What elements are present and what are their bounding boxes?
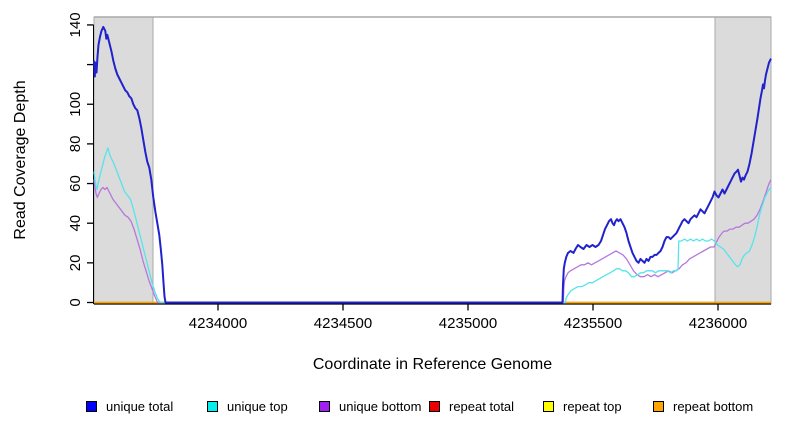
y-axis-title: Read Coverage Depth [12, 80, 29, 240]
x-tick-label: 4234000 [189, 315, 247, 332]
series-unique-total [93, 25, 772, 304]
x-axis-title: Coordinate in Reference Genome [312, 356, 553, 373]
y-tick-label: 60 [67, 175, 84, 192]
x-tick-label: 4234500 [314, 315, 372, 332]
y-tick-label: 0 [67, 298, 84, 306]
x-tick-label: 4236000 [689, 315, 747, 332]
x-tick-label: 4235000 [439, 315, 497, 332]
y-tick-label: 20 [67, 255, 84, 272]
y-tick-label: 140 [67, 12, 84, 37]
y-tick-label: 40 [67, 215, 84, 232]
y-tick-label: 100 [67, 92, 84, 117]
shaded-region-left [93, 16, 154, 305]
series-unique-top [93, 147, 772, 304]
x-tick-label: 4235500 [564, 315, 622, 332]
shaded-region-right [714, 16, 772, 305]
series-unique-bottom [93, 179, 772, 304]
y-tick-label: 80 [67, 136, 84, 153]
